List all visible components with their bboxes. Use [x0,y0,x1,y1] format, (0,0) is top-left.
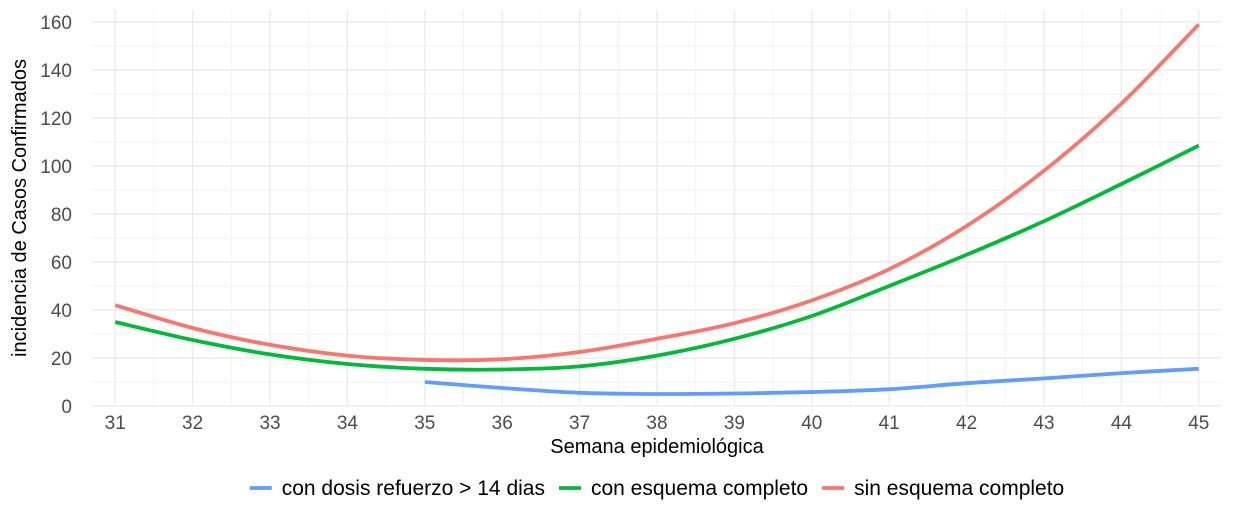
x-tick-label: 43 [1033,413,1054,434]
y-tick-label: 60 [51,253,72,274]
legend-label-1: con esquema completo [591,477,808,500]
series-line-2 [114,23,1201,363]
x-tick-label: 34 [337,413,359,434]
grid-major [92,10,1222,407]
x-axis-title: Semana epidemiológica [550,436,764,458]
legend-item-0: con dosis refuerzo > 14 dias [249,477,545,500]
x-tick-label: 31 [105,413,126,434]
legend-item-1: con esquema completo [558,477,808,500]
legend: con dosis refuerzo > 14 dias con esquema … [249,477,1064,500]
y-tick-label: 80 [51,205,72,226]
x-tick-label: 44 [1111,413,1133,434]
x-tick-label: 33 [259,413,280,434]
y-axis-title: incidencia de Casos Confirmados [9,59,31,357]
y-tick-label: 20 [51,349,72,370]
series-line-0 [424,366,1199,396]
x-tick-label: 37 [569,413,590,434]
x-tick-label: 40 [801,413,822,434]
y-tick-label: 0 [61,397,72,418]
legend-item-2: sin esquema completo [822,477,1064,500]
x-tick-labels: 31 32 33 34 35 36 37 38 39 40 41 42 43 44 45 [105,413,1210,434]
legend-label-0: con dosis refuerzo > 14 dias [282,477,545,500]
y-tick-label: 40 [51,301,72,322]
x-tick-label: 42 [956,413,977,434]
x-tick-label: 39 [724,413,745,434]
x-tick-label: 41 [879,413,900,434]
y-tick-label: 120 [40,109,72,130]
x-tick-label: 36 [492,413,513,434]
series-line-1 [114,143,1200,372]
x-tick-label: 35 [414,413,435,434]
legend-label-2: sin esquema completo [854,477,1064,500]
y-tick-labels: 0 20 40 60 80 100 120 140 160 [40,13,72,418]
y-tick-label: 160 [40,13,72,34]
x-tick-label: 45 [1188,413,1209,434]
series-lines [114,23,1201,396]
y-tick-label: 140 [40,61,72,82]
y-tick-label: 100 [40,157,72,178]
x-tick-label: 38 [646,413,667,434]
x-tick-label: 32 [182,413,203,434]
